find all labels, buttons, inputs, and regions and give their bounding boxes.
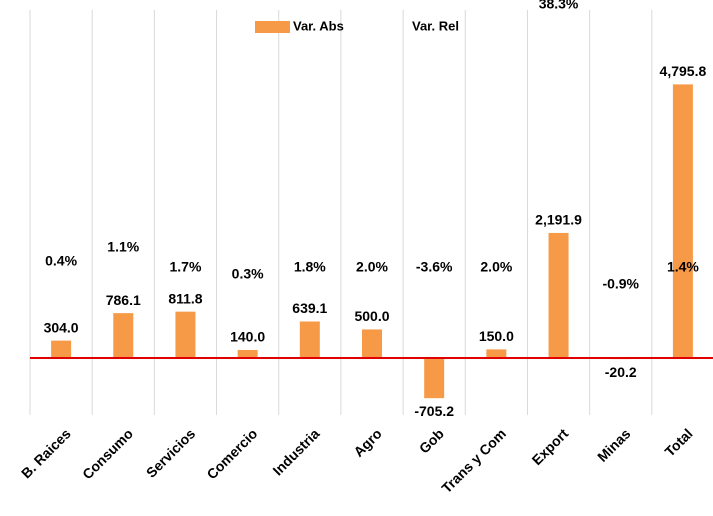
x-tick-label: Comercio [203, 425, 260, 482]
value-label: 150.0 [479, 328, 514, 344]
value-label: -3.6% [416, 259, 453, 275]
x-tick-label: Consumo [79, 425, 136, 482]
bar [672, 84, 693, 358]
value-label: 786.1 [106, 292, 141, 308]
value-label: 304.0 [44, 319, 79, 335]
value-label: 1.4% [667, 259, 699, 275]
bar [362, 329, 382, 358]
bar [113, 313, 134, 358]
legend-swatch [255, 21, 290, 33]
bar [486, 349, 507, 358]
value-label: 4,795.8 [660, 63, 707, 79]
value-label: 2.0% [480, 259, 512, 275]
x-tick-label: B. Raices [18, 425, 74, 481]
value-label: -0.9% [602, 276, 639, 292]
x-tick-label: Servicios [143, 425, 198, 480]
value-label: 2.0% [356, 259, 388, 275]
value-label: 811.8 [168, 290, 202, 306]
value-label: 500.0 [354, 308, 389, 324]
bar [548, 232, 569, 358]
value-label: 1.8% [294, 259, 326, 275]
value-label: -705.2 [414, 403, 454, 419]
value-label: 639.1 [292, 300, 327, 316]
value-label: 1.1% [107, 239, 139, 255]
value-label: 38.3% [539, 0, 579, 12]
x-tick-label: Export [529, 425, 572, 468]
bar [237, 349, 258, 358]
value-label: 2,191.9 [535, 212, 582, 228]
value-label: 0.4% [45, 253, 77, 269]
value-label: 1.7% [169, 259, 201, 275]
value-label: 0.3% [232, 266, 264, 282]
x-tick-label: Minas [594, 425, 634, 465]
bar [299, 321, 320, 358]
x-tick-label: Trans y Com [438, 425, 509, 496]
value-label: 140.0 [230, 329, 265, 345]
x-tick-label: Industria [269, 425, 322, 478]
x-tick-label: Gob [416, 425, 447, 456]
bar [175, 311, 196, 358]
bar [424, 357, 445, 399]
legend-label: Var. Abs [293, 18, 344, 33]
legend-label: Var. Rel [412, 18, 459, 33]
bar [51, 340, 72, 358]
value-label: -20.2 [605, 364, 637, 380]
x-tick-label: Agro [350, 425, 384, 459]
x-tick-label: Total [661, 425, 695, 459]
